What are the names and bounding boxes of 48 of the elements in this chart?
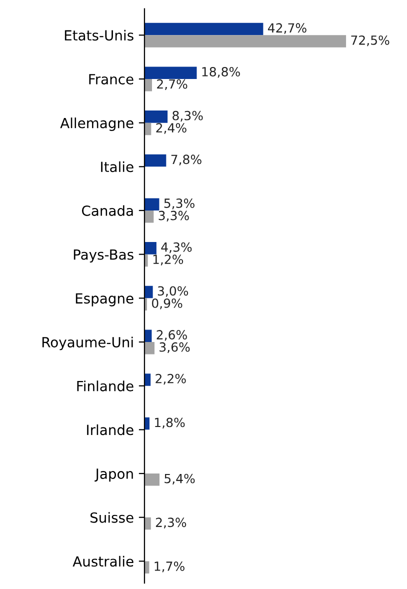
y-tick-label: Finlande (77, 380, 134, 392)
data-label: 5,3% (164, 198, 194, 210)
data-label: 3,6% (160, 342, 190, 354)
y-tick-label: Pays-Bas (74, 249, 134, 262)
data-label: 4,3% (161, 242, 192, 254)
bar (144, 198, 160, 210)
bar (144, 210, 154, 223)
bar (144, 35, 346, 48)
data-label: 1,2% (153, 254, 184, 266)
data-label: 7,8% (171, 154, 202, 166)
data-label: 2,2% (156, 374, 186, 385)
y-tick-label: Etats-Unis (64, 30, 134, 41)
data-label: 2,6% (156, 330, 187, 341)
data-label: 0,9% (152, 298, 182, 310)
bar (144, 374, 151, 386)
data-label: 5,4% (164, 474, 195, 485)
data-label: 8,3% (172, 110, 203, 122)
y-tick-label: Canada (82, 205, 133, 216)
bar (144, 342, 154, 354)
data-label: 72,5% (351, 35, 390, 46)
bar (144, 22, 264, 36)
y-tick-label: Japon (94, 468, 133, 482)
y-tick-label: Australie (72, 556, 134, 567)
y-tick-label: Irlande (87, 424, 134, 436)
bar (144, 286, 153, 298)
data-label: 2,3% (156, 518, 186, 528)
y-tick-label: Royaume-Uni (42, 336, 133, 350)
bar (144, 474, 160, 486)
data-label: 3,3% (158, 210, 189, 222)
bar (144, 154, 166, 167)
y-tick-label: Espagne (76, 293, 134, 306)
data-label: 3,0% (158, 286, 188, 297)
data-label: 1,7% (154, 562, 184, 572)
bar (144, 242, 156, 254)
data-label: 1,8% (155, 418, 185, 428)
data-label: 2,4% (156, 123, 186, 134)
y-tick-label: Italie (101, 161, 134, 172)
bar (144, 330, 152, 342)
bar (144, 517, 151, 530)
y-tick-label: Suisse (90, 512, 134, 523)
bar (144, 78, 152, 92)
y-tick-label: Allemagne (60, 118, 134, 131)
data-label: 42,7% (268, 23, 306, 34)
data-label: 18,8% (202, 67, 240, 78)
bar (144, 66, 197, 79)
data-label: 2,7% (157, 79, 188, 90)
y-tick-label: France (89, 74, 134, 84)
bar (144, 110, 168, 123)
